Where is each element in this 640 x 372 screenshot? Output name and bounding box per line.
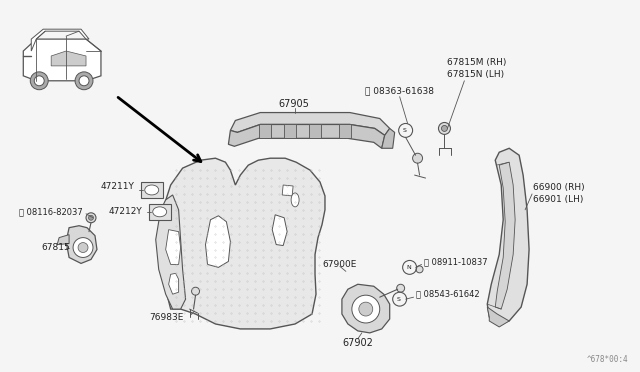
Text: 66900 (RH): 66900 (RH) [533, 183, 585, 192]
Polygon shape [148, 204, 171, 220]
Text: 47212Y: 47212Y [109, 207, 143, 216]
Polygon shape [342, 284, 390, 333]
Circle shape [416, 266, 423, 273]
Polygon shape [259, 125, 271, 138]
Circle shape [75, 72, 93, 90]
Ellipse shape [291, 193, 299, 207]
Polygon shape [159, 158, 325, 329]
Polygon shape [169, 273, 179, 294]
Polygon shape [309, 125, 321, 138]
Polygon shape [339, 125, 351, 138]
Text: 76983E: 76983E [148, 312, 183, 321]
Polygon shape [205, 216, 230, 267]
Text: Ⓝ 08911-10837: Ⓝ 08911-10837 [424, 257, 487, 266]
Polygon shape [228, 125, 385, 148]
Text: 67815M (RH): 67815M (RH) [447, 58, 507, 67]
Circle shape [359, 302, 372, 316]
Polygon shape [272, 215, 287, 246]
Circle shape [86, 213, 96, 223]
Text: 47211Y: 47211Y [101, 182, 135, 190]
Polygon shape [487, 148, 529, 324]
Circle shape [413, 153, 422, 163]
Circle shape [78, 243, 88, 253]
Polygon shape [495, 162, 515, 309]
Polygon shape [282, 185, 293, 196]
Text: ^678*00:4: ^678*00:4 [587, 355, 628, 364]
Text: S: S [397, 296, 401, 302]
Polygon shape [487, 307, 509, 327]
Polygon shape [57, 235, 69, 244]
Text: Ⓢ 08543-61642: Ⓢ 08543-61642 [415, 290, 479, 299]
Polygon shape [166, 230, 180, 264]
Polygon shape [156, 195, 186, 309]
Text: S: S [403, 128, 406, 133]
Text: Ⓢ 08363-61638: Ⓢ 08363-61638 [365, 86, 434, 95]
Circle shape [88, 215, 93, 220]
Polygon shape [23, 39, 101, 81]
Polygon shape [66, 226, 97, 263]
Circle shape [30, 72, 48, 90]
Text: 67815: 67815 [41, 243, 70, 252]
Polygon shape [381, 128, 395, 148]
Circle shape [438, 122, 451, 134]
Polygon shape [230, 113, 390, 135]
Circle shape [442, 125, 447, 131]
Text: 67900E: 67900E [322, 260, 356, 269]
Text: 66901 (LH): 66901 (LH) [533, 195, 584, 204]
Circle shape [397, 284, 404, 292]
Circle shape [35, 76, 44, 86]
Polygon shape [31, 29, 89, 51]
Text: 67902: 67902 [342, 338, 373, 348]
Ellipse shape [145, 185, 159, 195]
Polygon shape [284, 125, 296, 138]
Ellipse shape [153, 207, 166, 217]
Text: N: N [406, 265, 412, 270]
Circle shape [191, 287, 200, 295]
Circle shape [73, 238, 93, 257]
Circle shape [79, 76, 89, 86]
Polygon shape [51, 51, 86, 66]
Text: Ⓑ 08116-82037: Ⓑ 08116-82037 [19, 207, 83, 216]
Polygon shape [141, 182, 163, 198]
Circle shape [352, 295, 380, 323]
Text: 67905: 67905 [278, 99, 309, 109]
Text: 67815N (LH): 67815N (LH) [447, 70, 504, 79]
